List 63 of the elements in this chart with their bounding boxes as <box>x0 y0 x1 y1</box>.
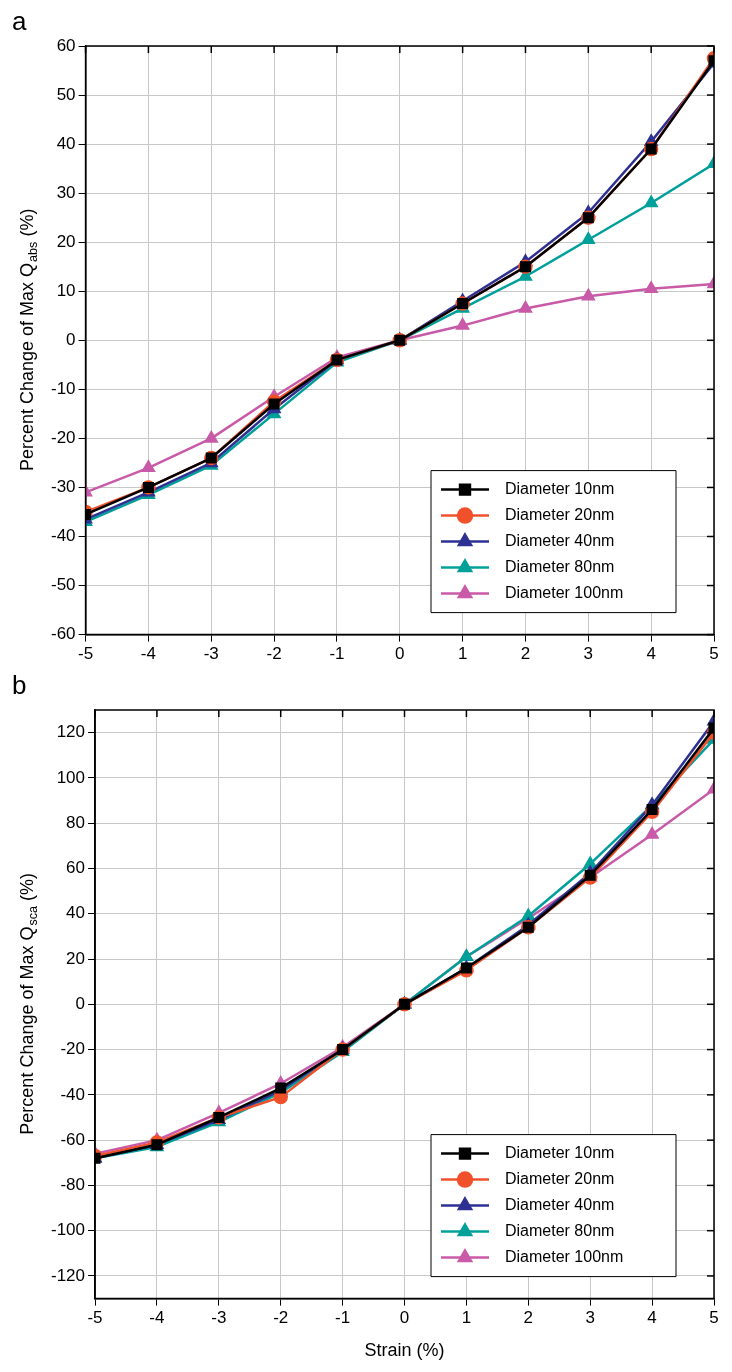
legend-label: Diameter 40nm <box>505 1196 615 1214</box>
x-tick-label: 5 <box>709 1308 719 1328</box>
y-tick-label: -100 <box>50 1220 86 1240</box>
y-tick-label: 120 <box>56 722 86 742</box>
y-tick-label: -120 <box>50 1265 86 1285</box>
y-tick-label: -50 <box>50 575 76 595</box>
y-axis-title: Percent Change of Max Qsca (%) <box>16 872 40 1135</box>
x-tick-label: 4 <box>647 1308 657 1328</box>
x-tick-label: 4 <box>646 644 656 664</box>
y-tick-label: 80 <box>66 812 86 832</box>
x-tick-label: -5 <box>78 644 94 664</box>
legend-label: Diameter 20nm <box>505 506 615 524</box>
x-tick-label: 1 <box>457 644 468 664</box>
legend-label: Diameter 40nm <box>505 532 615 550</box>
chart-title: a <box>12 6 27 37</box>
x-tick-label: 1 <box>461 1308 472 1328</box>
x-tick-label: 0 <box>395 644 405 664</box>
x-tick-label: -2 <box>273 1308 289 1328</box>
x-tick-label: 5 <box>709 644 719 664</box>
y-tick-label: 0 <box>66 329 76 349</box>
y-tick-label: 20 <box>56 231 76 251</box>
y-tick-label: 40 <box>66 903 86 923</box>
y-tick-label: 30 <box>56 182 76 202</box>
y-tick-label: -40 <box>60 1084 86 1104</box>
legend-label: Diameter 100nm <box>505 1248 624 1266</box>
legend-label: Diameter 10nm <box>505 480 615 498</box>
y-axis-title: Percent Change of Max Qabs (%) <box>16 208 40 471</box>
y-tick-label: 10 <box>56 280 76 300</box>
x-tick-label: -1 <box>335 1308 351 1328</box>
x-tick-label: -4 <box>140 644 156 664</box>
y-tick-label: -80 <box>60 1175 86 1195</box>
y-tick-label: -10 <box>50 379 76 399</box>
y-tick-label: 50 <box>56 84 76 104</box>
y-tick-label: -60 <box>50 624 76 644</box>
y-tick-label: 60 <box>56 35 76 55</box>
x-tick-label: -2 <box>266 644 282 664</box>
legend-label: Diameter 100nm <box>505 584 624 602</box>
y-tick-label: -30 <box>50 477 76 497</box>
y-tick-label: 20 <box>66 948 86 968</box>
x-tick-label: -4 <box>149 1308 165 1328</box>
x-tick-label: 0 <box>399 1308 410 1328</box>
x-tick-label: 2 <box>520 644 531 664</box>
y-tick-label: 40 <box>56 133 76 153</box>
x-tick-label: 3 <box>585 1308 595 1328</box>
legend-label: Diameter 80nm <box>505 1222 615 1240</box>
y-tick-label: 0 <box>75 993 86 1013</box>
y-tick-label: 100 <box>56 767 86 787</box>
chart-title: b <box>12 670 27 701</box>
x-tick-label: -1 <box>329 644 345 664</box>
x-tick-label: -3 <box>211 1308 227 1328</box>
y-tick-label: 60 <box>66 858 86 878</box>
x-tick-label: -5 <box>87 1308 103 1328</box>
legend-label: Diameter 80nm <box>505 558 615 576</box>
x-axis-title: Strain (%) <box>364 1339 445 1360</box>
y-tick-label: -40 <box>50 526 76 546</box>
legend-label: Diameter 10nm <box>505 1144 615 1162</box>
legend-label: Diameter 20nm <box>505 1170 615 1188</box>
y-tick-label: -60 <box>60 1129 86 1149</box>
x-tick-label: 3 <box>583 644 594 664</box>
y-tick-label: -20 <box>50 428 76 448</box>
x-tick-label: -3 <box>203 644 219 664</box>
y-tick-label: -20 <box>60 1039 86 1059</box>
x-tick-label: 2 <box>523 1308 534 1328</box>
